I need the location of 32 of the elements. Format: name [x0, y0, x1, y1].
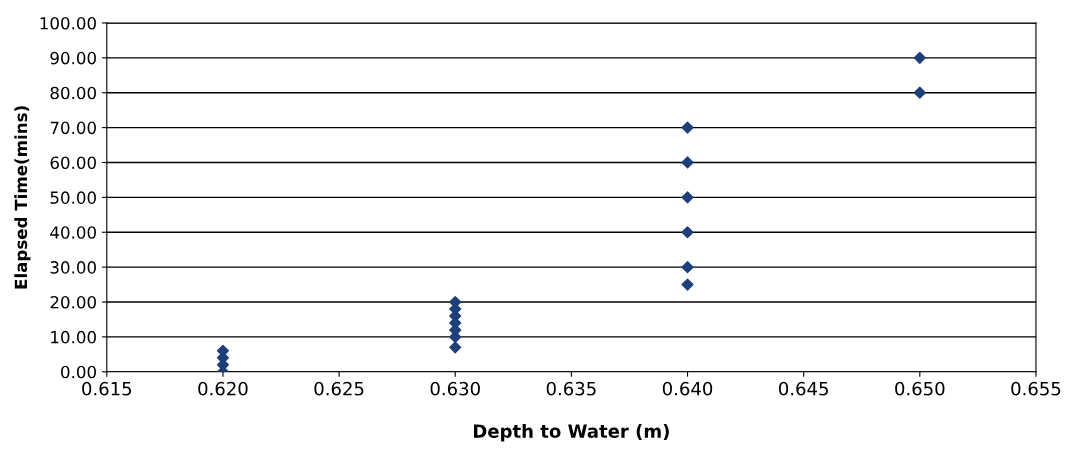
y-tick-label: 60.00 — [50, 156, 96, 170]
x-axis-title: Depth to Water (m) — [474, 423, 669, 442]
y-tick-label: 80.00 — [50, 86, 96, 100]
x-tick-label: 0.650 — [895, 381, 945, 396]
y-axis-title: Elapsed Time(mins) — [14, 106, 31, 289]
y-tick-label: 90.00 — [50, 51, 96, 65]
y-tick-label: 10.00 — [51, 330, 96, 344]
point — [216, 344, 230, 357]
point — [681, 261, 694, 274]
x-tick-label: 0.620 — [198, 381, 248, 396]
y-tick-label: 40.00 — [50, 226, 96, 239]
x-tick-label: 0.645 — [779, 381, 828, 396]
point — [681, 278, 694, 291]
point — [681, 121, 694, 134]
point — [913, 86, 926, 99]
x-tick-label: 0.635 — [546, 381, 596, 396]
y-tick-label: 100.00 — [40, 16, 96, 30]
x-tick-label: 0.640 — [662, 381, 713, 396]
y-tick-label: 20.00 — [50, 295, 96, 309]
point — [681, 191, 694, 204]
point — [681, 156, 694, 169]
x-tick-label: 0.630 — [430, 381, 480, 396]
point — [449, 341, 462, 354]
y-tick-label: 50.00 — [50, 191, 96, 204]
point — [681, 226, 694, 239]
x-tick-label: 0.625 — [314, 381, 364, 396]
y-tick-label: 0.00 — [61, 365, 96, 379]
y-tick-label: 30.00 — [50, 261, 96, 274]
y-tick-label: 70.00 — [50, 121, 96, 135]
point — [913, 51, 926, 64]
x-tick-label: 0.655 — [1011, 381, 1061, 396]
x-tick-label: 0.615 — [82, 381, 132, 396]
